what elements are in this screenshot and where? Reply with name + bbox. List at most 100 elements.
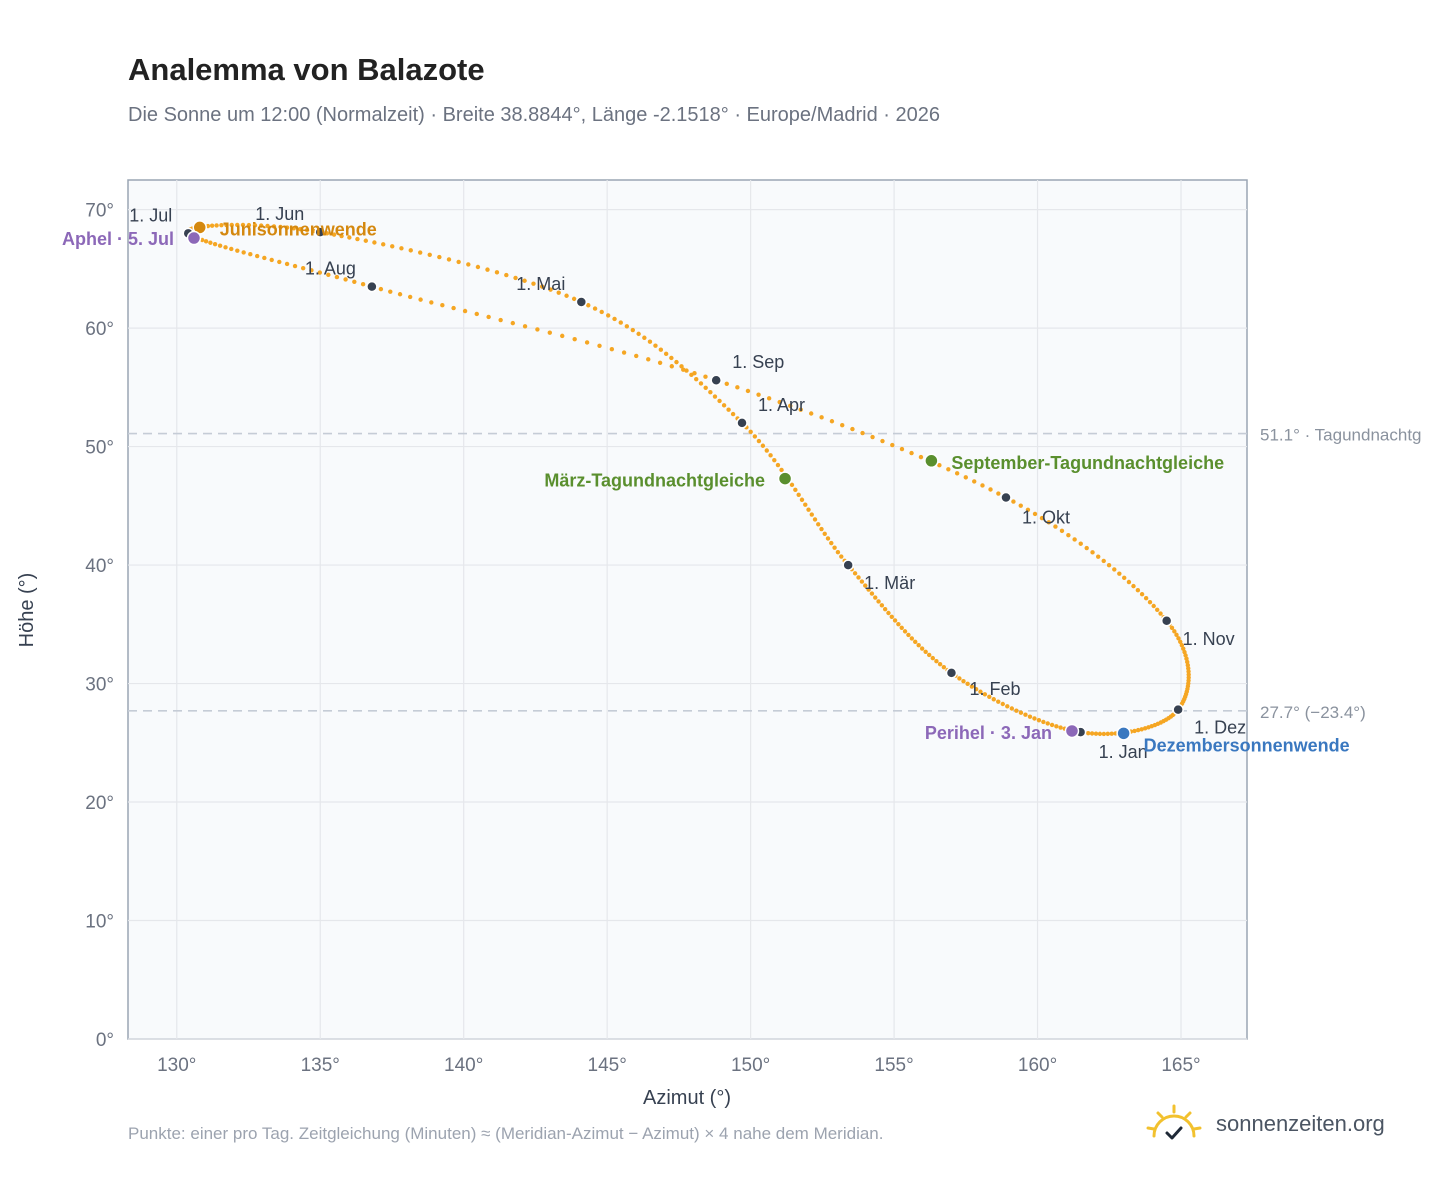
analemma-dot [1122, 575, 1127, 581]
month-marker [736, 417, 748, 429]
analemma-dot [1101, 731, 1107, 737]
analemma-dot [259, 223, 264, 228]
analemma-dot [669, 364, 674, 369]
analemma-dot [217, 243, 223, 248]
analemma-dot [822, 531, 827, 537]
analemma-dot [399, 246, 404, 251]
analemma-dot [513, 275, 518, 281]
analemma-dot [860, 430, 865, 436]
plot-area [127, 179, 1248, 1040]
analemma-dot [378, 286, 384, 292]
analemma-dot [246, 222, 252, 228]
analemma-dot [954, 471, 960, 476]
x-tick-label: 130° [157, 1055, 196, 1076]
analemma-dot [599, 309, 604, 315]
analemma-dot [692, 371, 697, 376]
chart-subtitle: Die Sonne um 12:00 (Normalzeit) · Breite… [128, 104, 941, 126]
x-axis-label: Azimut (°) [643, 1087, 731, 1109]
month-label: 1. Okt [1022, 508, 1070, 528]
analemma-dot [304, 227, 310, 233]
analemma-dot [937, 463, 942, 468]
analemma-dot [494, 270, 500, 275]
analemma-dot [440, 303, 445, 308]
analemma-dot [298, 226, 303, 232]
analemma-dot [892, 618, 898, 623]
month-marker [575, 296, 588, 308]
analemma-dot [1054, 724, 1059, 729]
analemma-dot [748, 429, 753, 435]
analemma-dot [1142, 726, 1148, 731]
analemma-dot [735, 385, 740, 390]
analemma-dot [819, 526, 824, 532]
analemma-dot [712, 394, 718, 399]
analemma-dot [284, 225, 290, 230]
analemma-dot [1018, 710, 1024, 715]
analemma-dot [829, 419, 835, 424]
analemma-dot [624, 324, 630, 329]
analemma-dot [1089, 731, 1095, 736]
analemma-dot [832, 545, 837, 550]
analemma-dot [916, 642, 921, 648]
analemma-dot [772, 457, 777, 463]
analemma-dot [271, 224, 277, 229]
analemma-dot [1023, 712, 1028, 717]
analemma-dot [752, 434, 758, 439]
analemma-dot [982, 692, 988, 697]
analemma-dot [1143, 596, 1149, 601]
analemma-dot [326, 272, 331, 278]
analemma-dot [708, 389, 713, 395]
reference-line-label: 27.7° (−23.4°) [1260, 703, 1366, 722]
analemma-dot [269, 257, 274, 263]
analemma-dot [609, 346, 615, 352]
analemma-dot [1179, 643, 1185, 648]
analemma-dot [1032, 511, 1038, 517]
analemma-dot [889, 614, 894, 619]
analemma-dot [474, 311, 479, 317]
special-label: September-Tagundnachtgleiche [951, 453, 1224, 473]
special-marker [1116, 726, 1131, 741]
analemma-dot [876, 599, 881, 604]
analemma-dot [241, 250, 246, 255]
analemma-dot [1106, 562, 1112, 568]
analemma-dot [1053, 524, 1058, 529]
analemma-dot [663, 351, 669, 357]
analemma-dot [466, 262, 471, 267]
analemma-dot [965, 681, 970, 687]
month-marker [366, 280, 378, 293]
x-tick-label: 140° [444, 1055, 483, 1076]
analemma-dot [941, 664, 947, 670]
analemma-dot [1086, 730, 1091, 736]
analemma-dot [909, 636, 915, 641]
analemma-dot [277, 259, 282, 265]
analemma-dot [1139, 592, 1145, 597]
analemma-dot [418, 250, 423, 255]
footnote: Punkte: einer pro Tag. Zeitgleichung (Mi… [128, 1124, 884, 1143]
analemma-dot [343, 277, 348, 282]
analemma-dot [756, 392, 761, 397]
analemma-dot [556, 290, 561, 295]
analemma-dot [653, 343, 658, 348]
analemma-dot [1182, 649, 1187, 655]
month-label: 1. Dez [1194, 718, 1246, 738]
analemma-dot [850, 426, 855, 432]
analemma-dot [347, 235, 352, 240]
analemma-dot [870, 434, 875, 440]
brand[interactable]: sonnenzeiten.org [1146, 1104, 1385, 1144]
analemma-dot [646, 357, 651, 362]
analemma-dot [618, 320, 623, 325]
analemma-dot [829, 540, 834, 546]
y-tick-label: 30° [85, 675, 114, 696]
analemma-dot [957, 676, 962, 681]
analemma-dot [240, 222, 246, 228]
analemma-dot [485, 267, 490, 272]
analemma-dot [1181, 646, 1186, 651]
analemma-dot [972, 479, 977, 484]
analemma-dot [768, 453, 773, 458]
analemma-dot [1036, 718, 1042, 723]
analemma-dot [1151, 603, 1156, 609]
analemma-dot [1135, 588, 1141, 593]
analemma-dot [902, 629, 908, 634]
analemma-dot [1058, 725, 1063, 730]
analemma-dot [803, 502, 808, 507]
analemma-dot [209, 223, 215, 228]
